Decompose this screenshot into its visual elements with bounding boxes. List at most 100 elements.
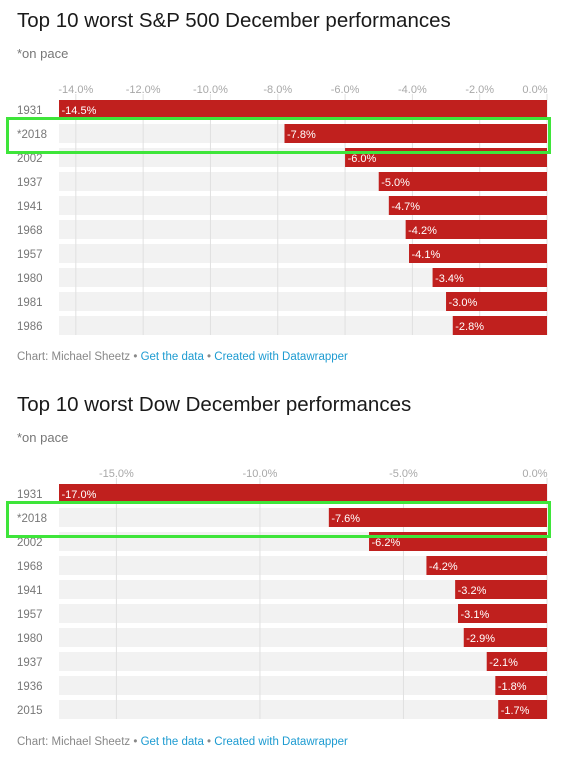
sp500-chart: Top 10 worst S&P 500 December performanc… [6,9,551,363]
row-background [59,700,547,719]
year-label: 2002 [17,153,43,165]
chart-subtitle: *on pace [17,46,69,61]
bar-value-label: -7.6% [331,513,360,525]
x-tick-label: 0.0% [522,84,547,96]
x-tick-label: -2.0% [465,84,494,96]
year-label: 1931 [17,105,43,117]
credit-text: Chart: Michael Sheetz [17,351,131,363]
year-label: 1980 [17,273,43,285]
bar [495,676,547,695]
row-background [59,316,547,335]
bar [463,628,547,647]
year-label: 1941 [17,585,43,597]
footer-separator: • [203,351,215,363]
footer-separator: • [203,736,215,748]
bar-value-label: -1.8% [498,681,527,693]
bar-value-label: -4.2% [429,561,458,573]
bar-value-label: -1.7% [501,705,530,717]
chart-footer: Chart: Michael Sheetz • Get the data • C… [17,351,348,363]
year-label: *2018 [17,129,47,141]
bar-value-label: -7.8% [287,129,316,141]
datawrapper-link[interactable]: Created with Datawrapper [214,736,348,748]
bar-value-label: -6.2% [372,537,401,549]
bar [498,700,547,719]
year-label: 1980 [17,633,43,645]
x-tick-label: -12.0% [126,84,161,96]
datawrapper-link[interactable]: Created with Datawrapper [214,351,348,363]
bar [458,604,547,623]
bar-value-label: -2.1% [489,657,518,669]
bar [405,220,547,239]
year-label: 1931 [17,489,43,501]
year-label: 1957 [17,609,43,621]
x-tick-label: -8.0% [263,84,292,96]
dow-chart: Top 10 worst Dow December performances *… [0,384,563,764]
year-label: 1936 [17,681,43,693]
bar [426,556,547,575]
row-background [59,292,547,311]
bar [432,268,547,287]
year-label: *2018 [17,513,47,525]
year-label: 2015 [17,705,43,717]
x-tick-label: -10.0% [243,468,278,480]
bar [378,172,547,191]
row-background [59,580,547,599]
chart-title: Top 10 worst Dow December performances [17,393,412,416]
year-label: 1968 [17,225,43,237]
bar [284,124,547,143]
bar [388,196,547,215]
get-the-data-link[interactable]: Get the data [140,736,204,748]
bar-value-label: -3.4% [435,273,464,285]
bar [446,292,547,311]
row-background [59,652,547,671]
row-background [59,268,547,287]
get-the-data-link[interactable]: Get the data [140,351,204,363]
bar-value-label: -4.1% [412,249,441,261]
bar [59,100,547,119]
x-tick-label: -4.0% [398,84,427,96]
bar [486,652,547,671]
year-label: 1981 [17,297,43,309]
bar-value-label: -2.8% [455,321,484,333]
bar-value-label: -3.1% [461,609,490,621]
row-background [59,604,547,623]
year-label: 2002 [17,537,43,549]
x-tick-label: -15.0% [99,468,134,480]
chart-title: Top 10 worst S&P 500 December performanc… [17,9,451,32]
chart-footer: Chart: Michael Sheetz • Get the data • C… [17,736,348,748]
year-label: 1941 [17,201,43,213]
bar-value-label: -5.0% [381,177,410,189]
bar [328,508,547,527]
year-label: 1957 [17,249,43,261]
chart-subtitle: *on pace [17,430,69,445]
bar [452,316,547,335]
year-label: 1986 [17,321,43,333]
sp500-bar-plot: -14.0% -12.0% -10.0% -8.0% -6.0% -4.0% -2.0% 0.… [17,84,548,335]
bar-value-label: -6.0% [348,153,377,165]
bar [455,580,547,599]
row-background [59,628,547,647]
bar-value-label: -17.0% [62,489,97,501]
year-label: 1937 [17,657,43,669]
bar [59,484,547,503]
bar-value-label: -4.2% [408,225,437,237]
row-background [59,556,547,575]
bar-value-label: -14.5% [62,105,97,117]
bar-value-label: -3.2% [458,585,487,597]
bar-value-label: -2.9% [466,633,495,645]
x-tick-label: 0.0% [522,468,547,480]
footer-separator: • [130,736,141,748]
row-background [59,676,547,695]
x-tick-label: -14.0% [58,84,93,96]
year-label: 1968 [17,561,43,573]
bar-value-label: -4.7% [391,201,420,213]
footer-separator: • [130,351,141,363]
bar-value-label: -3.0% [449,297,478,309]
x-tick-label: -6.0% [331,84,360,96]
year-label: 1937 [17,177,43,189]
highlight-outline-2018 [6,117,551,154]
bar [409,244,547,263]
x-tick-label: -10.0% [193,84,228,96]
x-tick-label: -5.0% [389,468,418,480]
highlight-outline-2018 [6,501,551,538]
